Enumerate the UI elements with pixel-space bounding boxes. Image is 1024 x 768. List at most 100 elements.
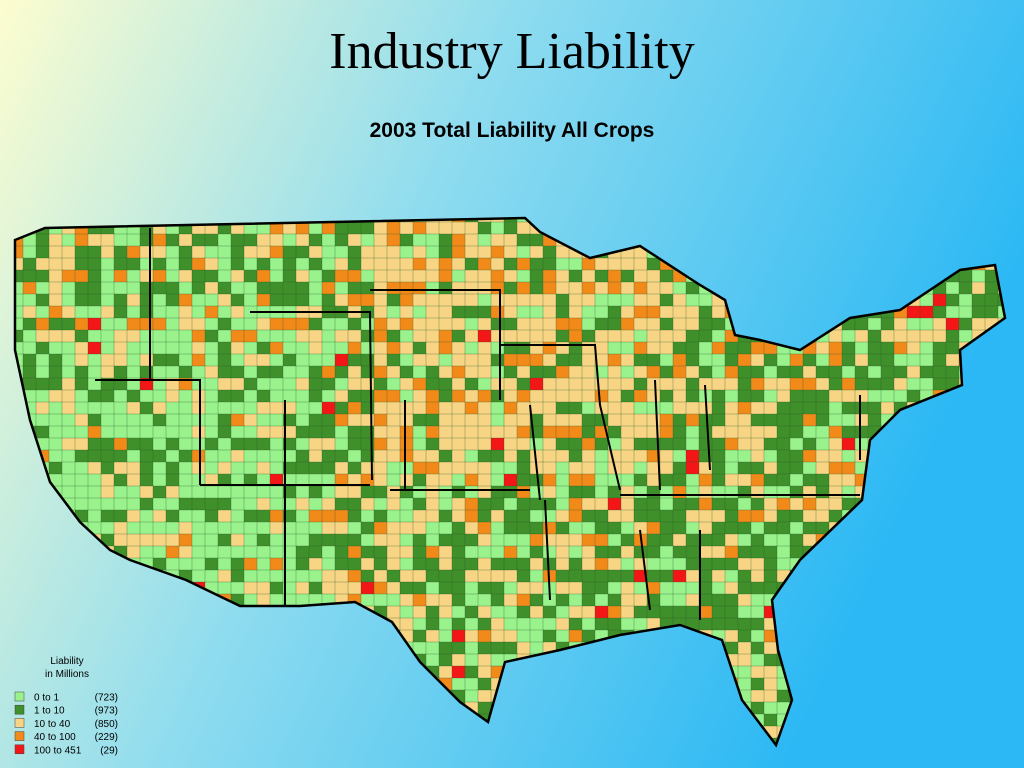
county [321,545,336,559]
county [633,293,648,307]
county [464,293,479,307]
county [672,569,687,583]
county [334,461,349,475]
county [633,473,648,487]
county [334,329,349,343]
county [204,521,219,535]
county [204,245,219,259]
county [334,425,349,439]
county [178,521,193,535]
county [633,353,648,367]
county [48,401,63,415]
county [269,353,284,367]
county [373,533,388,547]
county [321,365,336,379]
county [178,245,193,259]
county [763,497,778,511]
county [672,377,687,391]
county [776,509,791,523]
county [373,509,388,523]
county [763,533,778,547]
county [672,413,687,427]
county [529,533,544,547]
county [204,353,219,367]
county [737,545,752,559]
county [334,281,349,295]
county [217,413,232,427]
county [672,425,687,439]
county [269,281,284,295]
county [61,401,76,415]
county [945,353,960,367]
county [529,629,544,643]
county [711,353,726,367]
county [152,509,167,523]
county [698,605,713,619]
county [477,545,492,559]
county [490,245,505,259]
county [893,365,908,379]
county [685,293,700,307]
county [230,521,245,535]
county [191,437,206,451]
county [451,545,466,559]
county [607,329,622,343]
county [633,437,648,451]
county [87,413,102,427]
county [347,293,362,307]
county [464,689,479,703]
county [295,377,310,391]
county [802,389,817,403]
county [568,617,583,631]
county [633,317,648,331]
county [152,533,167,547]
county [763,473,778,487]
county [308,425,323,439]
county [256,365,271,379]
county [74,341,89,355]
county [126,329,141,343]
county [139,521,154,535]
county [204,545,219,559]
county [516,533,531,547]
county [373,449,388,463]
county [646,257,661,271]
county [321,353,336,367]
county [74,413,89,427]
county [464,509,479,523]
county [100,305,115,319]
county [906,341,921,355]
county [217,461,232,475]
county [932,329,947,343]
county [490,629,505,643]
county [308,437,323,451]
county [217,557,232,571]
county [269,557,284,571]
county [646,377,661,391]
county [282,233,297,247]
county [867,365,882,379]
county [256,317,271,331]
county [737,449,752,463]
county [464,413,479,427]
county [698,425,713,439]
county [139,389,154,403]
county [360,377,375,391]
county [594,257,609,271]
county [516,317,531,331]
county [750,449,765,463]
county [646,485,661,499]
county [516,245,531,259]
county [581,353,596,367]
county [542,521,557,535]
county [802,449,817,463]
county [438,365,453,379]
county [503,401,518,415]
county [360,281,375,295]
county [529,569,544,583]
county [386,521,401,535]
county [464,545,479,559]
county [100,425,115,439]
county [763,509,778,523]
county [763,353,778,367]
